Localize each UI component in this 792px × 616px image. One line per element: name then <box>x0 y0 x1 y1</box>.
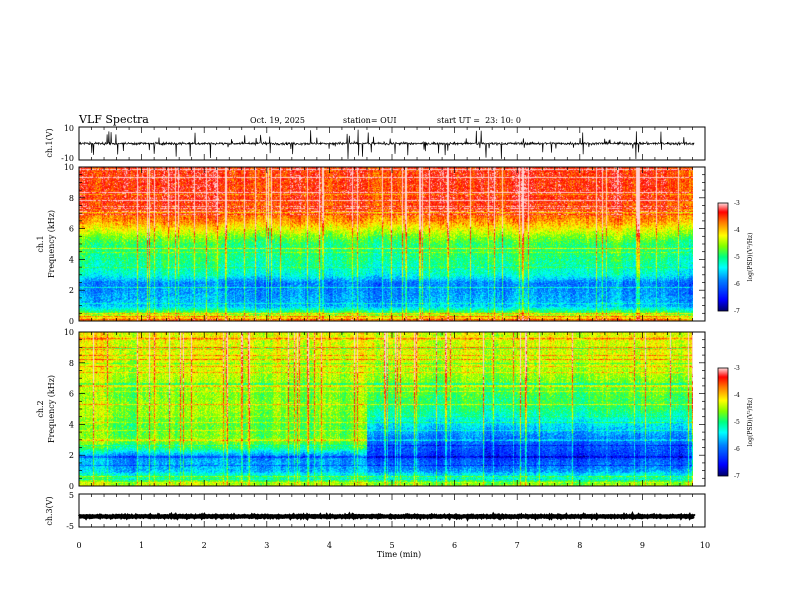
ch1-waveform-frame <box>78 126 706 161</box>
ch2-colorbar-frame <box>717 367 729 477</box>
x-tick-label: 2 <box>202 541 207 550</box>
ch3-wave-ytick-bottom: -5 <box>66 522 74 531</box>
ch2-spec-ytick-label: 2 <box>69 451 74 460</box>
ch1-colorbar: -3 -4 -5 -6 -7 log(PSD)(V²/Hz) <box>717 200 754 315</box>
ch1-colorbar-image <box>718 203 728 311</box>
x-tick-label: 1 <box>139 541 144 550</box>
ch2-spec-ytick-label: 4 <box>69 420 74 429</box>
ch2-colorbar: -3 -4 -5 -6 -7 log(PSD)(V²/Hz) <box>717 365 754 480</box>
x-tick-label: 6 <box>452 541 457 550</box>
ch2-spectrogram-image <box>79 332 693 486</box>
ch1-cbar-tick-m6: -6 <box>734 281 740 288</box>
x-tick-label: 7 <box>515 541 520 550</box>
x-tick-label: 3 <box>264 541 269 550</box>
ch3-wave-ytick-top: 5 <box>69 491 74 500</box>
ch1-cbar-tick-m3: -3 <box>734 200 740 207</box>
x-tick-label: 4 <box>327 541 332 550</box>
ch1-waveform-panel: 10 -10 ch.1(V) <box>45 124 706 163</box>
x-axis-label: Time (min) <box>377 550 421 559</box>
ch1-spec-ylabel-frequency: Frequency (kHz) <box>47 210 56 278</box>
ch2-colorbar-image <box>718 368 728 476</box>
ch1-spectrogram-panel: 0 2 4 6 8 10 ch.1 Frequency (kHz) -3 -4 -5 -6… <box>36 163 754 326</box>
start-time-label: start UT = 23: 10: 0 <box>437 116 521 125</box>
ch2-spec-ytick-label: 10 <box>64 328 74 337</box>
ch1-cbar-tick-m7: -7 <box>734 308 740 315</box>
ch2-spec-ytick-label: 0 <box>69 482 74 491</box>
ch1-spec-ylabel-channel: ch.1 <box>36 235 45 252</box>
station-label: station= OUI <box>343 116 397 125</box>
ch1-spec-ytick-label: 8 <box>69 194 74 203</box>
ch1-spec-frame <box>78 166 706 322</box>
ch2-cbar-tick-m6: -6 <box>734 446 740 453</box>
ch2-spectrogram-panel: 0 2 4 6 8 10 ch.2 Frequency (kHz) -3 -4 -5 -6… <box>36 328 754 491</box>
ch3-waveform-panel: 5 -5 ch.3(V) <box>45 491 706 531</box>
ch3-waveform-frame <box>78 493 706 528</box>
ch3-trace <box>77 511 696 522</box>
date-label: Oct. 19, 2025 <box>250 116 305 125</box>
ch1-wave-ytick-bottom: -10 <box>61 154 74 163</box>
ch1-spec-ytick-label: 10 <box>64 163 74 172</box>
ch2-spec-ytick-label: 6 <box>69 390 74 399</box>
x-tick-label: 8 <box>577 541 582 550</box>
ch1-wave-ylabel: ch.1(V) <box>45 128 54 157</box>
ch2-colorbar-label: log(PSD)(V²/Hz) <box>747 398 754 447</box>
ch2-spec-ylabel-frequency: Frequency (kHz) <box>47 375 56 443</box>
ch2-spec-frame <box>78 331 706 487</box>
ch2-cbar-tick-m3: -3 <box>734 365 740 372</box>
ch1-spectrogram-image <box>79 167 693 321</box>
ch1-spec-ytick-label: 6 <box>69 225 74 234</box>
ch1-colorbar-label: log(PSD)(V²/Hz) <box>747 233 754 282</box>
ch1-wave-ytick-top: 10 <box>64 124 74 133</box>
ch1-cbar-tick-m5: -5 <box>734 254 740 261</box>
ch1-spec-ytick-label: 2 <box>69 286 74 295</box>
x-tick-label: 0 <box>76 541 81 550</box>
ch1-colorbar-frame <box>717 202 729 312</box>
x-axis-tick-labels: 0 1 2 3 4 5 6 7 8 9 10 <box>76 541 710 550</box>
ch1-spec-ytick-label: 0 <box>69 317 74 326</box>
ch2-cbar-tick-m4: -4 <box>734 392 740 399</box>
x-tick-label: 10 <box>700 541 710 550</box>
ch2-cbar-tick-m7: -7 <box>734 473 740 480</box>
figure-title: VLF Spectra <box>78 113 149 126</box>
x-tick-label: 9 <box>640 541 645 550</box>
ch3-waveform-line <box>77 511 696 522</box>
ch2-spec-ytick-label: 8 <box>69 359 74 368</box>
ch1-spec-ytick-label: 4 <box>69 255 74 264</box>
x-tick-label: 5 <box>389 541 394 550</box>
ch2-spec-ylabel-channel: ch.2 <box>36 400 45 417</box>
ch1-waveform-line <box>78 129 695 160</box>
ch2-cbar-tick-m5: -5 <box>734 419 740 426</box>
ch3-wave-ylabel: ch.3(V) <box>45 496 54 525</box>
ch1-cbar-tick-m4: -4 <box>734 227 740 234</box>
ch1-trace <box>78 129 695 160</box>
